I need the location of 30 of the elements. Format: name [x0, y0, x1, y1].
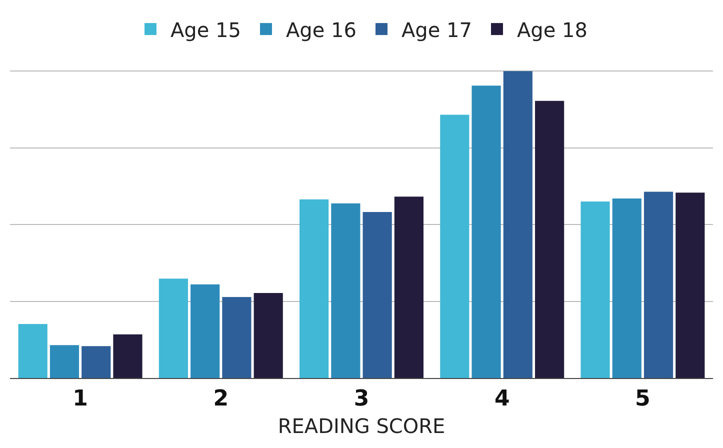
- bar: [113, 334, 142, 378]
- bar: [222, 296, 252, 378]
- legend-label: Age 18: [517, 18, 588, 42]
- bar: [18, 324, 48, 378]
- bar: [158, 278, 188, 378]
- bar: [503, 71, 532, 378]
- bar: [331, 203, 360, 378]
- bar: [676, 192, 705, 378]
- bar: [580, 202, 610, 378]
- bar: [82, 346, 111, 378]
- legend-label: Age 15: [170, 18, 241, 42]
- bar: [644, 192, 674, 378]
- bar: [394, 196, 424, 378]
- bar: [362, 212, 392, 378]
- bar: [612, 198, 642, 378]
- legend-label: Age 17: [402, 18, 472, 42]
- bar: [535, 100, 564, 378]
- x-tick-label: 3: [354, 386, 370, 412]
- x-tick-label: 5: [635, 386, 650, 412]
- bar: [472, 86, 501, 378]
- x-tick-label: 4: [494, 386, 510, 412]
- x-tick-label: 1: [72, 386, 88, 412]
- x-tick-label: 2: [213, 386, 229, 412]
- x-axis-title: READING SCORE: [278, 414, 446, 438]
- bar: [190, 284, 220, 378]
- bar: [440, 114, 470, 378]
- bar: [254, 293, 283, 378]
- bar: [300, 199, 329, 378]
- legend-label: Age 16: [286, 18, 356, 42]
- bar: [50, 345, 80, 378]
